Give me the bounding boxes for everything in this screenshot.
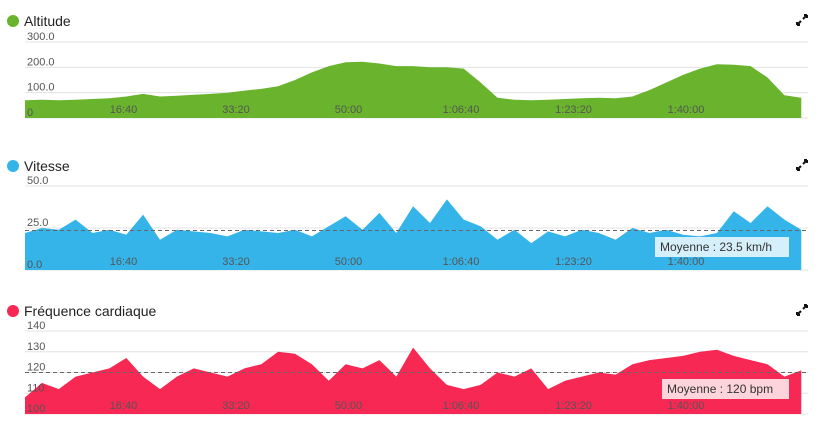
y-tick-label: 110 (27, 382, 45, 394)
y-tick-label: 200.0 (27, 56, 55, 68)
x-tick-label: 1:23:20 (555, 256, 592, 268)
x-tick-label: 1:06:40 (443, 256, 480, 268)
legend-dot[interactable] (7, 305, 19, 317)
x-tick-label: 16:40 (110, 400, 138, 412)
x-tick-label: 1:06:40 (443, 104, 480, 116)
average-label: Moyenne : 120 bpm (667, 382, 773, 396)
expand-icon[interactable] (796, 159, 808, 171)
x-tick-label: 16:40 (110, 104, 138, 116)
y-tick-label: 120 (27, 362, 45, 374)
x-tick-label: 1:40:00 (668, 104, 705, 116)
average-label: Moyenne : 23.5 km/h (660, 240, 772, 254)
panel-title: Altitude (24, 13, 71, 29)
x-tick-label: 1:40:00 (668, 256, 705, 268)
average-box (662, 379, 789, 399)
y-tick-label: 0.0 (27, 259, 42, 271)
x-tick-label: 1:40:00 (668, 400, 705, 412)
area (25, 347, 802, 414)
x-tick-label: 1:23:20 (555, 104, 592, 116)
area (25, 199, 802, 270)
y-tick-label: 100.0 (27, 82, 55, 94)
x-tick-label: 33:20 (222, 256, 250, 268)
x-tick-label: 33:20 (222, 104, 250, 116)
y-tick-label: 130 (27, 341, 45, 353)
x-tick-label: 50:00 (335, 400, 363, 412)
x-tick-label: 50:00 (335, 256, 363, 268)
expand-icon[interactable] (796, 304, 808, 316)
y-tick-label: 300.0 (27, 31, 55, 43)
x-tick-label: 1:06:40 (443, 400, 480, 412)
legend-dot[interactable] (7, 15, 19, 27)
y-tick-label: 25.0 (27, 217, 48, 229)
y-tick-label: 100 (27, 403, 45, 415)
y-tick-label: 0 (27, 107, 33, 119)
x-tick-label: 16:40 (110, 256, 138, 268)
x-tick-label: 50:00 (335, 104, 363, 116)
average-box (655, 237, 789, 257)
panel-title: Fréquence cardiaque (24, 303, 157, 319)
y-tick-label: 140 (27, 320, 45, 332)
panel-title: Vitesse (24, 158, 70, 174)
expand-icon[interactable] (796, 14, 808, 26)
legend-dot[interactable] (7, 160, 19, 172)
y-tick-label: 50.0 (27, 175, 48, 187)
x-tick-label: 33:20 (222, 400, 250, 412)
x-tick-label: 1:23:20 (555, 400, 592, 412)
area (25, 61, 802, 118)
